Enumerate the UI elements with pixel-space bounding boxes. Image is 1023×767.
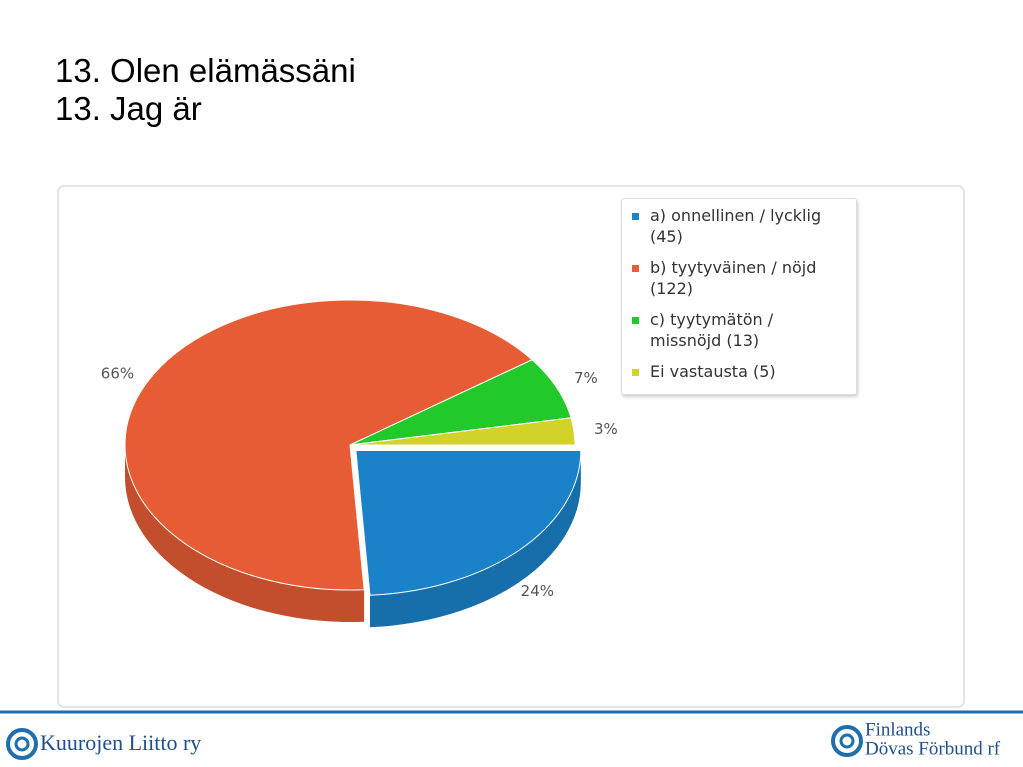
legend-item: a) onnellinen / lycklig (45) — [632, 205, 848, 247]
data-label: 7% — [574, 369, 598, 387]
data-label: 3% — [594, 420, 618, 438]
logo-icon — [839, 733, 855, 749]
pie-side — [369, 450, 581, 628]
legend-swatch — [632, 265, 639, 272]
legend-item: b) tyytyväinen / nöjd (122) — [632, 257, 848, 299]
pie-side — [125, 445, 365, 622]
logo-icon — [6, 728, 38, 760]
pie-slice — [124, 299, 533, 591]
legend-swatch — [632, 317, 639, 324]
legend-swatch — [632, 213, 639, 220]
footer-right: Finlands — [865, 719, 930, 740]
legend-item: Ei vastausta (5) — [632, 361, 848, 382]
data-label: 66% — [101, 364, 134, 382]
title-line: 13. Olen elämässäni — [55, 52, 356, 89]
legend-item: c) tyytymätön / missnöjd (13) — [632, 309, 848, 351]
pie: 24% 66% 7% 3% — [101, 299, 618, 628]
legend: a) onnellinen / lycklig (45) b) tyytyväin… — [621, 198, 857, 395]
pie-slice — [355, 449, 582, 596]
logo-icon — [14, 736, 30, 752]
logo-icon — [831, 725, 863, 757]
legend-label: a) onnellinen / lycklig (45) — [650, 206, 822, 246]
footer-left: Kuurojen Liitto ry — [40, 730, 201, 755]
legend-label: Ei vastausta (5) — [650, 362, 776, 381]
footer-right: Dövas Förbund rf — [865, 738, 1001, 759]
data-label: 24% — [521, 582, 554, 600]
legend-swatch — [632, 369, 639, 376]
title-line: 13. Jag är — [55, 90, 202, 127]
legend-label: b) tyytyväinen / nöjd (122) — [650, 258, 817, 298]
legend-label: c) tyytymätön / missnöjd (13) — [650, 310, 774, 350]
title: 13. Olen elämässäni 13. Jag är — [55, 52, 356, 128]
pie-slice — [349, 417, 576, 446]
